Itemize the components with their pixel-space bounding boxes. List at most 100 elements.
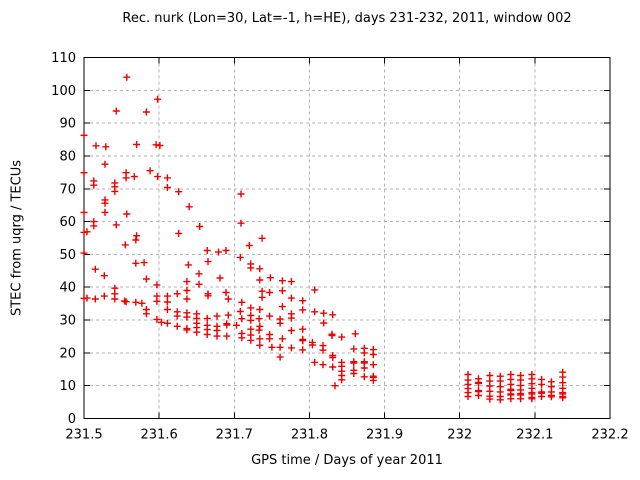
data-point xyxy=(311,286,319,294)
y-tick-label: 0 xyxy=(68,412,76,427)
data-point xyxy=(163,306,171,313)
data-point xyxy=(153,281,161,289)
data-point xyxy=(173,312,181,320)
data-point xyxy=(278,277,286,285)
data-point xyxy=(360,344,368,352)
data-point xyxy=(156,142,164,149)
data-point xyxy=(278,287,286,295)
data-point xyxy=(101,208,109,216)
data-point xyxy=(83,228,91,236)
data-point xyxy=(185,203,193,211)
data-point xyxy=(517,395,525,403)
y-tick-label: 30 xyxy=(59,314,76,329)
data-point xyxy=(266,335,274,343)
data-point xyxy=(203,331,211,338)
data-point xyxy=(258,287,266,295)
data-point xyxy=(146,167,154,175)
data-point xyxy=(236,253,244,261)
data-point xyxy=(163,319,171,327)
data-point xyxy=(299,337,307,345)
data-point xyxy=(133,232,141,240)
data-point xyxy=(247,316,255,324)
data-point xyxy=(338,333,346,341)
data-point xyxy=(90,222,98,230)
y-tick-label: 90 xyxy=(59,117,76,132)
data-point xyxy=(111,187,119,195)
data-point xyxy=(132,298,140,306)
data-point xyxy=(559,394,567,402)
data-point xyxy=(196,223,204,230)
data-point xyxy=(183,278,191,286)
data-point xyxy=(329,311,337,319)
data-point xyxy=(350,370,358,377)
data-point xyxy=(216,274,224,282)
data-point xyxy=(266,312,274,320)
data-point xyxy=(233,321,240,329)
data-point xyxy=(319,346,327,354)
data-point xyxy=(163,298,171,306)
data-point xyxy=(80,249,88,257)
data-point xyxy=(154,173,162,181)
data-point xyxy=(203,247,211,254)
data-point xyxy=(238,298,246,306)
data-point xyxy=(163,292,171,300)
y-tick-label: 10 xyxy=(59,379,76,394)
data-point xyxy=(287,278,295,286)
data-point xyxy=(486,395,494,403)
data-point xyxy=(153,297,161,305)
data-point xyxy=(278,335,286,343)
data-point xyxy=(350,359,358,367)
data-point xyxy=(215,248,222,256)
data-point xyxy=(173,290,181,298)
data-point xyxy=(299,306,307,314)
y-tick-label: 60 xyxy=(59,215,76,230)
data-point xyxy=(299,346,307,354)
data-point xyxy=(213,312,221,320)
data-point xyxy=(308,341,316,349)
data-point xyxy=(130,173,138,181)
x-tick-label: 232.2 xyxy=(591,428,628,443)
data-point xyxy=(142,275,150,283)
data-point xyxy=(255,315,263,323)
data-point xyxy=(247,336,255,344)
x-tick-label: 231.6 xyxy=(141,428,178,443)
data-point xyxy=(132,236,140,244)
data-point xyxy=(223,332,231,340)
data-point xyxy=(320,309,328,317)
data-point xyxy=(299,325,307,333)
x-tick-label: 231.5 xyxy=(65,428,102,443)
data-point xyxy=(538,380,546,388)
data-point xyxy=(142,108,150,116)
data-point xyxy=(507,395,515,403)
y-tick-label: 80 xyxy=(59,149,76,164)
data-point xyxy=(311,358,319,366)
x-tick-label: 232 xyxy=(447,428,472,443)
data-point xyxy=(80,131,88,139)
data-point xyxy=(222,289,230,296)
data-point xyxy=(90,181,98,189)
data-point xyxy=(112,107,120,115)
data-point xyxy=(287,314,295,322)
data-point xyxy=(276,319,284,327)
data-point xyxy=(121,241,129,249)
data-point xyxy=(237,190,245,198)
data-point xyxy=(256,276,264,284)
data-point xyxy=(101,199,109,207)
data-point xyxy=(287,294,295,302)
data-point xyxy=(255,326,263,334)
data-point xyxy=(173,322,181,330)
data-point xyxy=(319,361,327,369)
data-point xyxy=(538,393,546,400)
data-point xyxy=(276,343,284,351)
y-tick-label: 100 xyxy=(51,84,76,99)
data-point xyxy=(163,184,171,191)
data-point xyxy=(123,73,131,81)
data-point xyxy=(258,234,266,242)
data-point xyxy=(222,247,230,254)
data-point xyxy=(237,219,245,227)
data-point xyxy=(329,354,337,361)
data-point xyxy=(122,298,130,306)
data-point xyxy=(80,169,88,177)
